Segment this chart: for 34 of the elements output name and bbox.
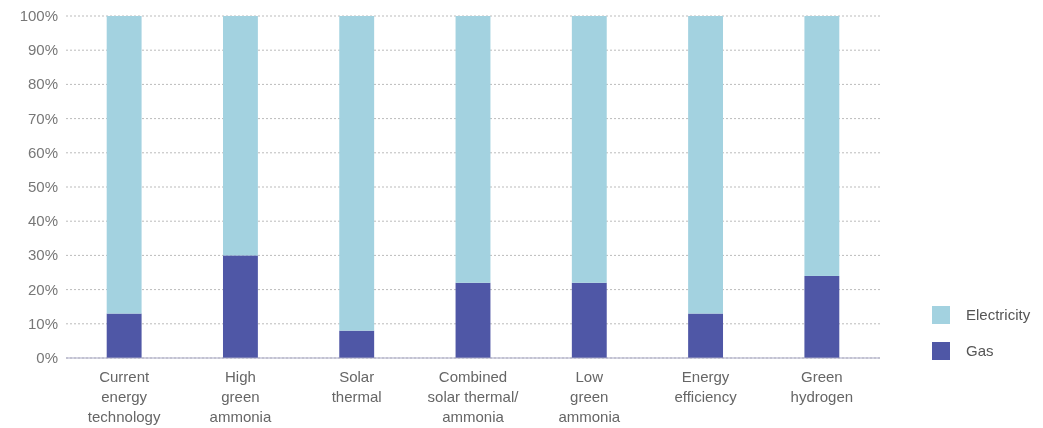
x-tick-label: Low green ammonia: [558, 368, 621, 425]
bar: [804, 16, 840, 276]
legend-label: Gas: [966, 342, 994, 359]
bar: [571, 282, 607, 358]
x-tick-label: Solar thermal: [331, 368, 382, 405]
y-tick-label: 0%: [36, 349, 58, 366]
x-tick-label: High green ammonia: [209, 368, 272, 425]
y-tick-label: 80%: [27, 75, 58, 93]
bar: [688, 313, 724, 358]
bar: [455, 282, 491, 358]
y-tick-label: 30%: [27, 246, 58, 264]
y-tick-label: 70%: [27, 109, 58, 127]
y-tick-label: 90%: [27, 41, 58, 59]
y-tick-label: 60%: [27, 143, 58, 161]
x-tick-label: Combined solar thermal/ ammonia: [427, 368, 520, 425]
bar: [106, 313, 142, 358]
legend-label: Electricity: [966, 306, 1031, 323]
bar: [804, 275, 840, 358]
y-tick-label: 100%: [19, 7, 58, 24]
bar: [222, 16, 258, 256]
bar: [222, 255, 258, 358]
bar: [455, 16, 491, 283]
y-tick-label: 50%: [27, 178, 58, 195]
bar: [339, 330, 375, 358]
x-tick-label: Current energy technology: [87, 368, 161, 425]
bar: [688, 16, 724, 314]
x-tick-label: Green hydrogen: [790, 368, 854, 405]
bar: [339, 16, 375, 331]
y-tick-label: 20%: [27, 280, 58, 298]
x-tick-label: Energy efficiency: [674, 368, 738, 405]
y-tick-label: 40%: [27, 212, 58, 230]
bar: [106, 16, 142, 314]
bar: [571, 16, 607, 283]
y-tick-label: 10%: [27, 314, 58, 332]
